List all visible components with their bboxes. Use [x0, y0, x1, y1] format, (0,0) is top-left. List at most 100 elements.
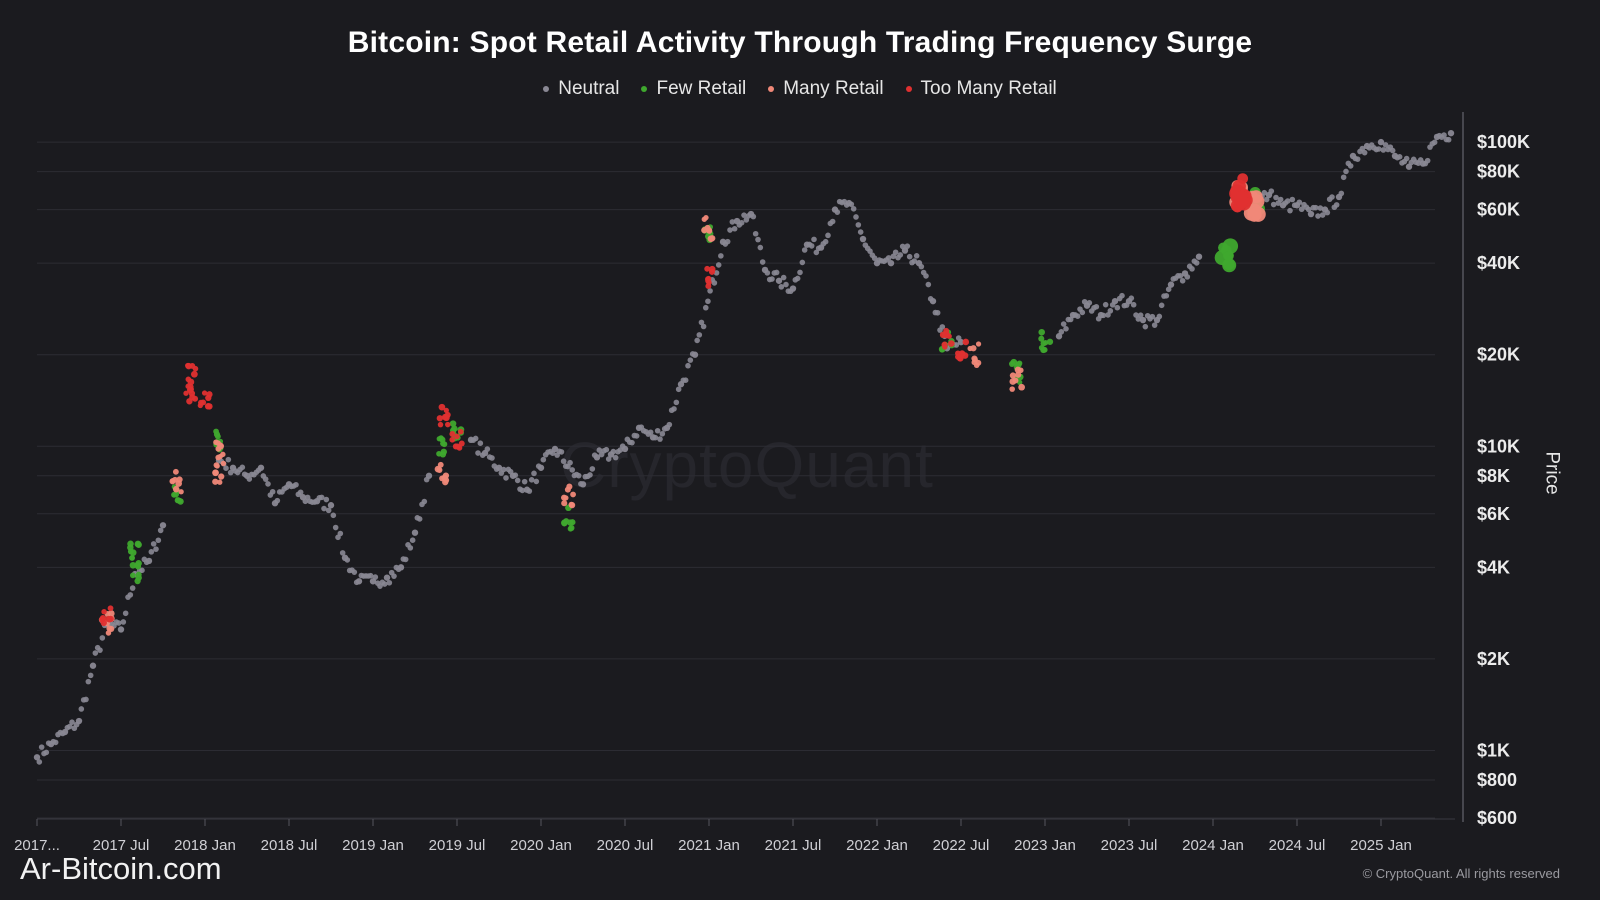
point-too-many-retail: [101, 608, 107, 615]
point-neutral: [759, 259, 766, 265]
point-neutral: [1268, 188, 1275, 194]
point-neutral: [1343, 168, 1349, 175]
point-neutral: [887, 259, 895, 267]
point-few-retail: [213, 428, 219, 435]
point-neutral: [682, 377, 689, 383]
point-neutral: [901, 247, 909, 254]
x-tick-label: 2018 Jan: [174, 837, 236, 854]
point-neutral: [148, 549, 155, 555]
point-neutral: [780, 274, 787, 281]
point-neutral: [829, 218, 836, 225]
legend-item-many-retail[interactable]: Many Retail: [768, 78, 884, 100]
point-neutral: [1424, 157, 1431, 164]
point-neutral: [1298, 206, 1305, 213]
point-neutral: [61, 728, 69, 736]
point-neutral: [1270, 201, 1277, 208]
legend-item-few-retail[interactable]: Few Retail: [641, 78, 746, 100]
point-few-retail: [1038, 335, 1045, 342]
point-neutral: [122, 610, 129, 617]
point-neutral: [610, 448, 617, 455]
point-neutral: [711, 280, 718, 286]
point-neutral: [150, 541, 157, 547]
point-few-retail: [1009, 360, 1016, 367]
point-few-retail: [1040, 347, 1047, 354]
point-too-many-retail: [107, 605, 114, 612]
point-neutral: [911, 258, 918, 264]
point-neutral: [225, 456, 232, 463]
point-neutral: [85, 678, 92, 685]
point-neutral: [411, 529, 419, 536]
point-neutral: [1163, 292, 1170, 299]
point-neutral: [551, 445, 559, 453]
point-neutral: [495, 464, 503, 471]
point-neutral: [718, 253, 724, 259]
point-neutral: [773, 269, 780, 276]
point-too-many-retail: [458, 428, 464, 435]
point-neutral: [1445, 136, 1452, 143]
legend-item-too-many-retail[interactable]: Too Many Retail: [905, 78, 1057, 100]
point-neutral: [885, 255, 892, 261]
point-few-retail: [1222, 258, 1235, 271]
point-neutral: [500, 466, 507, 473]
point-neutral: [1055, 333, 1063, 340]
point-neutral: [1287, 207, 1293, 214]
point-neutral: [1151, 322, 1158, 328]
point-neutral: [589, 466, 596, 472]
point-neutral: [867, 248, 873, 254]
x-tick-label: 2022 Jul: [933, 837, 990, 854]
point-neutral: [929, 297, 937, 305]
point-neutral: [1277, 196, 1284, 203]
point-few-retail: [129, 572, 136, 579]
point-neutral: [731, 225, 738, 232]
point-neutral: [558, 449, 565, 455]
point-neutral: [857, 229, 864, 235]
point-neutral: [533, 478, 540, 485]
point-neutral: [659, 430, 666, 437]
point-neutral: [596, 447, 603, 453]
point-neutral: [904, 243, 911, 249]
x-tick-label: 2019 Jan: [342, 837, 404, 854]
point-neutral: [1119, 292, 1125, 299]
point-neutral: [227, 469, 234, 476]
x-tick-label: 2022 Jan: [846, 837, 908, 854]
point-neutral: [1340, 174, 1347, 181]
point-neutral: [587, 472, 593, 478]
point-few-retail: [129, 549, 137, 556]
legend-item-neutral[interactable]: Neutral: [543, 78, 619, 100]
point-neutral: [246, 476, 253, 482]
point-neutral: [769, 276, 775, 282]
point-neutral: [1105, 312, 1111, 318]
y-tick-label: $10K: [1477, 436, 1520, 456]
point-neutral: [489, 455, 495, 461]
y-tick-label: $100K: [1477, 132, 1530, 152]
point-many-retail: [706, 227, 713, 234]
point-neutral: [700, 323, 707, 330]
point-many-retail: [570, 491, 576, 498]
point-neutral: [1317, 205, 1324, 211]
point-many-retail: [107, 610, 115, 617]
legend-swatch-neutral: [543, 86, 550, 92]
point-too-many-retail: [705, 283, 712, 290]
point-few-retail: [1014, 361, 1022, 369]
point-few-retail: [1046, 338, 1054, 345]
point-neutral: [560, 458, 567, 465]
point-neutral: [1189, 266, 1195, 272]
point-too-many-retail: [436, 415, 443, 422]
point-neutral: [783, 281, 789, 288]
y-tick-label: $20K: [1477, 345, 1520, 365]
point-neutral: [853, 214, 859, 220]
point-neutral: [540, 456, 547, 463]
point-few-retail: [569, 519, 576, 526]
point-too-many-retail: [186, 398, 193, 405]
point-few-retail: [1218, 242, 1229, 253]
point-neutral: [274, 497, 281, 504]
point-neutral: [1289, 196, 1296, 203]
point-neutral: [120, 619, 127, 625]
point-neutral: [1184, 274, 1191, 280]
point-many-retail: [439, 475, 445, 482]
watermark: CryptoQuant: [560, 429, 934, 501]
point-many-retail: [106, 625, 113, 632]
point-many-retail: [975, 341, 982, 347]
point-neutral: [567, 459, 573, 466]
point-neutral: [1102, 301, 1109, 308]
